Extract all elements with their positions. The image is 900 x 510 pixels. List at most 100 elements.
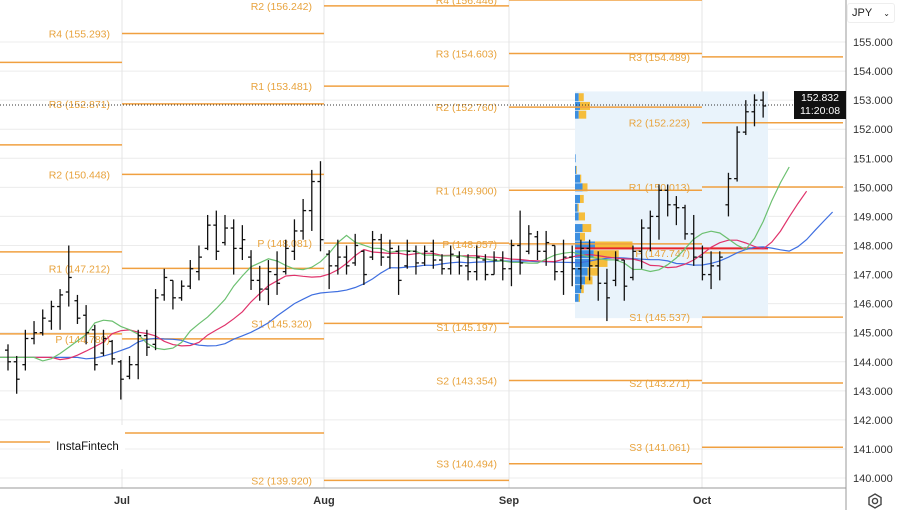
price-bar <box>317 161 324 252</box>
price-bar <box>143 329 150 356</box>
volume-profile-up-bar <box>575 183 583 192</box>
price-bar <box>248 250 255 290</box>
volume-profile-up-bar <box>575 224 583 233</box>
price-bar <box>508 239 515 287</box>
price-bar <box>83 305 90 345</box>
pivot-label: P (148.057) <box>442 239 497 251</box>
price-bar <box>369 230 376 261</box>
volume-profile-down-bar <box>582 224 592 233</box>
price-bar <box>222 214 228 246</box>
volume-profile-down-bar <box>576 165 577 174</box>
volume-profile-down-bar <box>578 293 580 302</box>
price-bar <box>308 169 315 231</box>
pivot-label: S1 (145.320) <box>251 318 312 330</box>
price-bar <box>760 91 767 118</box>
pivot-label: R2 (152.223) <box>629 118 690 130</box>
price-bar <box>74 294 81 324</box>
volume-profile-up-bar <box>575 285 582 294</box>
pivot-label: R4 (156.446) <box>436 0 497 7</box>
y-tick-label: 152.000 <box>853 124 893 136</box>
y-tick-label: 141.000 <box>853 444 893 456</box>
price-bar <box>48 300 55 330</box>
volume-profile-up-bar <box>575 212 579 221</box>
y-tick-label: 151.000 <box>853 153 893 165</box>
volume-profile-up-bar <box>575 93 579 102</box>
y-tick-label: 144.000 <box>853 357 893 369</box>
price-bar <box>117 360 124 400</box>
price-bar <box>708 251 715 290</box>
price-bar <box>178 280 185 301</box>
price-bar <box>638 219 645 269</box>
y-tick-label: 153.000 <box>853 95 893 107</box>
price-bar <box>647 210 654 252</box>
price-bar <box>195 245 202 281</box>
pivot-label: S1 (145.537) <box>629 312 690 324</box>
x-tick-label: Jul <box>114 495 130 507</box>
volume-profile-up-bar <box>575 194 580 203</box>
pivot-label: R2 (152.760) <box>436 102 497 114</box>
price-bar <box>169 279 176 310</box>
volume-profile-down-bar <box>595 241 633 250</box>
pivot-label: S3 (140.494) <box>436 459 497 471</box>
volume-profile-up-bar <box>575 154 576 163</box>
price-bar <box>664 184 671 217</box>
price-bar <box>291 219 298 261</box>
price-bar <box>439 254 445 275</box>
current-price-badge: 152.832 11:20:08 <box>794 91 846 119</box>
price-bar <box>352 233 359 266</box>
y-tick-label: 143.000 <box>853 386 893 398</box>
pivot-label: P (144.789) <box>55 334 110 346</box>
price-bar <box>39 309 46 336</box>
price-bar <box>690 214 697 266</box>
y-tick-label: 142.000 <box>853 415 893 427</box>
x-tick-label: Aug <box>313 495 334 507</box>
price-bar <box>109 339 116 365</box>
volume-profile-down-bar <box>578 212 585 221</box>
price-bar <box>751 94 758 127</box>
price-bar <box>551 244 558 281</box>
y-tick-label: 146.000 <box>853 299 893 311</box>
y-tick-label: 140.000 <box>853 473 893 485</box>
price-bar <box>300 198 307 240</box>
volume-profile-down-bar <box>580 194 584 203</box>
y-tick-label: 145.000 <box>853 328 893 340</box>
y-tick-label: 148.000 <box>853 240 893 252</box>
price-bar <box>421 245 428 266</box>
price-bar <box>395 245 402 295</box>
price-bar <box>13 355 20 394</box>
bar-countdown: 11:20:08 <box>799 105 841 117</box>
pivot-label: P (148.081) <box>257 238 312 250</box>
price-bar <box>525 225 532 255</box>
price-bar <box>404 239 411 269</box>
price-bar <box>517 210 524 275</box>
price-bar <box>31 321 38 345</box>
price-bar <box>204 214 211 251</box>
price-bar <box>491 251 498 276</box>
price-bar <box>65 245 72 307</box>
volume-profile-up-bar <box>575 293 579 302</box>
pivot-label: R1 (147.212) <box>49 263 110 275</box>
price-bar <box>57 289 64 330</box>
price-bar <box>213 210 220 261</box>
volume-profile-up-bar <box>575 101 580 110</box>
pivot-label: P (147.747) <box>635 248 690 260</box>
volume-profile-down-bar <box>577 203 579 212</box>
pivot-label: S2 (143.354) <box>436 376 497 388</box>
price-bar <box>569 245 576 287</box>
price-bar <box>603 268 610 322</box>
volume-profile-up-bar <box>575 174 580 183</box>
pivot-label: R4 (155.293) <box>49 28 110 40</box>
currency-selector[interactable]: JPY ⌄ <box>847 3 895 23</box>
volume-profile-up-bar <box>575 250 594 259</box>
price-bar <box>91 324 98 371</box>
y-tick-label: 155.000 <box>853 37 893 49</box>
price-bar <box>465 254 472 281</box>
price-bar <box>152 289 159 351</box>
pivot-label: R1 (153.481) <box>251 81 312 93</box>
price-bar <box>334 239 341 275</box>
price-bar <box>621 259 628 301</box>
pivot-label: S1 (145.197) <box>436 322 497 334</box>
gear-icon[interactable] <box>866 492 884 510</box>
y-tick-label: 149.000 <box>853 211 893 223</box>
